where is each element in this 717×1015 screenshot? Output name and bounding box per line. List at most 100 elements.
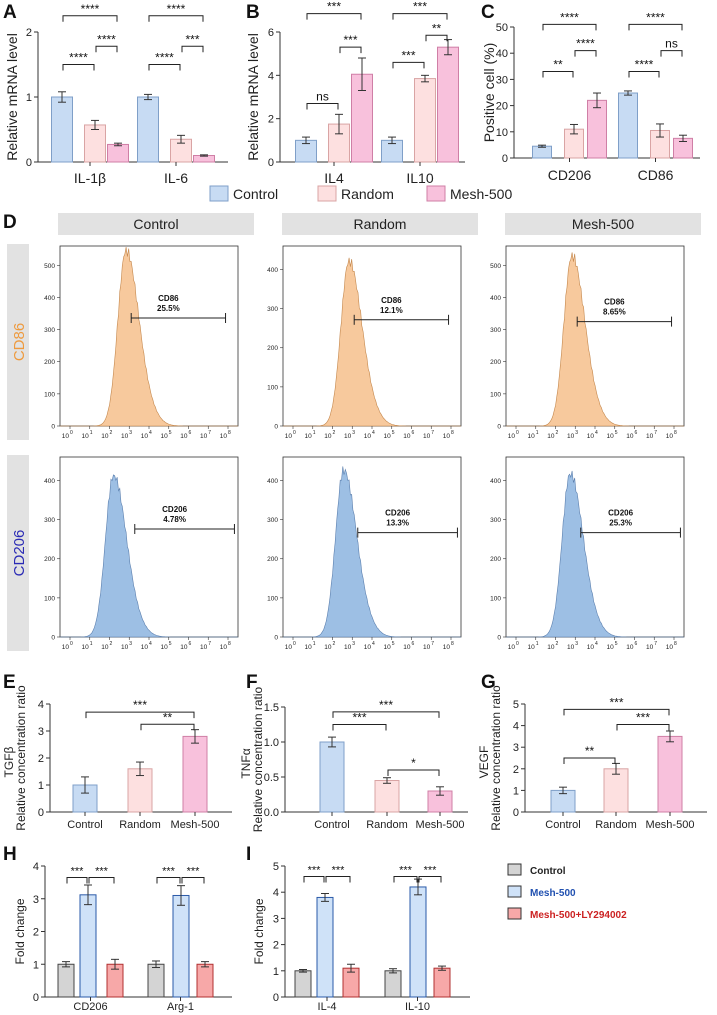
b-sig-bracket — [425, 34, 448, 42]
f-bar-0 — [319, 741, 345, 813]
b-sig-label: ** — [432, 21, 442, 35]
flow-r0-c2-x-tick-exponent: 5 — [615, 430, 618, 436]
flow-r1-c0-y-tick-label: 400 — [44, 478, 55, 485]
flow-header-random: Random — [354, 216, 407, 232]
flow-r1-c1-x-tick-base: 10 — [305, 644, 313, 651]
flow-r1-c0-x-tick-exponent: 3 — [129, 641, 132, 647]
c-category-label-0: CD206 — [548, 167, 592, 183]
flow-r1-c2-x-tick-exponent: 7 — [654, 641, 657, 647]
f-bar-1 — [374, 780, 400, 813]
h-y-tick-label: 3 — [33, 894, 39, 906]
h-category-label-0: CD206 — [73, 1001, 107, 1013]
panel-label-c: C — [481, 2, 495, 23]
a-category-label-1: IL-6 — [164, 170, 188, 186]
g-y-tick-label: 5 — [513, 699, 519, 711]
i-bar-0-0 — [294, 970, 312, 998]
flow-r1-c0-x-tick-base: 10 — [82, 644, 90, 651]
flow-side-bg-cd86 — [7, 244, 29, 440]
flow-r0-c0-y-tick-label: 400 — [44, 295, 55, 302]
flow-r0-c2-y-tick-label: 300 — [490, 327, 501, 334]
legend-label-random: Random — [341, 186, 394, 202]
flow-r0-c1-x-tick-base: 10 — [285, 433, 293, 440]
b-sig-label: *** — [401, 48, 415, 62]
flow-r1-c1-x-tick-base: 10 — [324, 644, 332, 651]
flow-r0-c2-x-tick-exponent: 0 — [516, 430, 519, 436]
a-bar-0-1 — [137, 96, 159, 163]
flow-header-control: Control — [133, 216, 178, 232]
flow-r1-c1-x-tick-base: 10 — [285, 644, 293, 651]
flow-r1-c0-gate-value: 4.78% — [163, 515, 186, 524]
flow-r1-c1-x-tick-exponent: 0 — [293, 641, 296, 647]
f-sig-bracket — [387, 769, 440, 776]
b-y-tick-label: 2 — [268, 114, 274, 126]
flow-r1-c2-y-tick-label: 300 — [490, 517, 501, 524]
g-sig-bracket — [563, 708, 670, 716]
h-bar-0-1 — [147, 963, 165, 998]
flow-r1-c1-y-tick-label: 300 — [267, 517, 278, 524]
flow-r0-c2-y-tick-label: 500 — [490, 263, 501, 270]
flow-r0-c1-x-tick-exponent: 1 — [313, 430, 316, 436]
flow-r0-c1-x-tick-exponent: 8 — [451, 430, 454, 436]
flow-r1-c0-x-tick-base: 10 — [141, 644, 149, 651]
h-bar-1-0 — [79, 894, 97, 998]
a-sig-label: **** — [97, 32, 116, 46]
flow-r0-c2-y-tick-label: 100 — [490, 391, 501, 398]
flow-r0-c0-x-tick-exponent: 6 — [189, 430, 192, 436]
b-y-tick-label: 0 — [268, 157, 274, 169]
h-sig-bracket — [156, 876, 181, 884]
flow-r1-c0-x-tick-exponent: 1 — [90, 641, 93, 647]
flow-r0-c0-x-tick-base: 10 — [62, 433, 70, 440]
flow-headers: Control Random Mesh-500 — [58, 213, 701, 235]
flow-r0-c1-x-tick-base: 10 — [305, 433, 313, 440]
flow-r1-c1-x-tick-exponent: 4 — [372, 641, 375, 647]
g-bar-1 — [603, 768, 629, 813]
flow-r1-c0-y-tick-label: 0 — [51, 635, 55, 642]
e-y-tick-label: 3 — [38, 726, 44, 738]
flow-r1-c0-x-tick-exponent: 8 — [228, 641, 231, 647]
flow-r0-c2-y-tick-label: 400 — [490, 295, 501, 302]
flow-r0-c0-gate-label: CD86 — [158, 294, 179, 303]
flow-r0-c1-gate-value: 12.1% — [380, 306, 403, 315]
i-y-tick-label: 5 — [273, 861, 279, 873]
flow-r0-c2-x-tick-base: 10 — [626, 433, 634, 440]
flow-r0-c0-y-tick-label: 200 — [44, 359, 55, 366]
flow-r0-c0-x-tick-base: 10 — [101, 433, 109, 440]
h-sig-bracket — [66, 876, 88, 884]
a-sig-bracket — [62, 64, 95, 71]
flow-r0-c1-y-tick-label: 100 — [267, 384, 278, 391]
flow-r0-c1-x-tick-exponent: 2 — [333, 430, 336, 436]
c-sig-bracket — [574, 50, 597, 57]
flow-r0-c2-x-tick-base: 10 — [547, 433, 555, 440]
a-sig-label: **** — [69, 51, 88, 65]
flow-r0-c2-x-tick-exponent: 3 — [575, 430, 578, 436]
flow-r1-c2-x-tick-exponent: 1 — [536, 641, 539, 647]
flow-r0-c1-y-tick-label: 400 — [267, 267, 278, 274]
flow-r1-c2-x-tick-base: 10 — [646, 644, 654, 651]
a-sig-label: *** — [185, 32, 199, 46]
f-sig-label: *** — [352, 711, 366, 725]
g-category-label-1: Random — [595, 819, 637, 831]
hi-legend: Control Mesh-500 Mesh-500+LY294002 — [507, 863, 627, 921]
i-sig-bracket — [418, 875, 442, 883]
flow-r0-c0-x-tick-base: 10 — [180, 433, 188, 440]
flow-r1-c1-x-tick-exponent: 3 — [352, 641, 355, 647]
flow-r0-c2-x-tick-base: 10 — [508, 433, 516, 440]
legend-label-mesh-500: Mesh-500 — [450, 186, 512, 202]
e-sig-label: *** — [133, 698, 147, 712]
h-y-tick-label: 2 — [33, 927, 39, 939]
flow-r1-c2-y-tick-label: 400 — [490, 478, 501, 485]
f-y-tick-label: 1.0 — [264, 737, 279, 749]
flow-r1-c2-x-tick-base: 10 — [587, 644, 595, 651]
panel-label-b: B — [246, 2, 260, 23]
c-y-tick-label: 50 — [496, 22, 508, 34]
flow-r0-c2-x-tick-exponent: 1 — [536, 430, 539, 436]
h-bar-1-1 — [172, 894, 190, 998]
flow-r1-c2-x-tick-exponent: 4 — [595, 641, 598, 647]
b-sig-bracket — [339, 46, 362, 54]
b-sig-bracket — [392, 61, 425, 69]
a-sig-label: **** — [167, 2, 186, 16]
flow-r0-c1-x-tick-exponent: 5 — [392, 430, 395, 436]
